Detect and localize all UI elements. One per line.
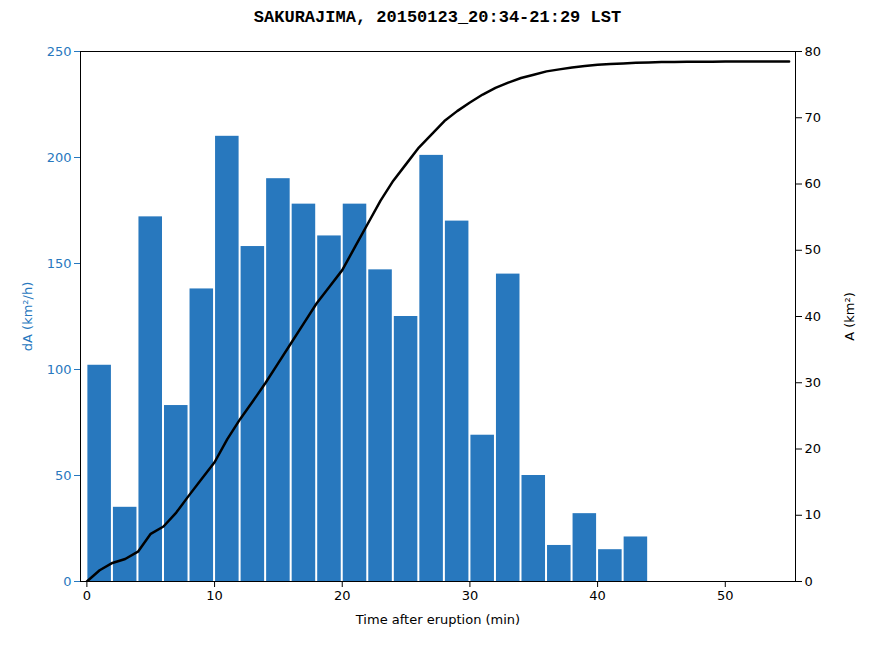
svg-text:20: 20 — [334, 588, 351, 603]
svg-text:Time after eruption (min): Time after eruption (min) — [355, 612, 520, 627]
svg-text:200: 200 — [47, 150, 72, 165]
svg-text:70: 70 — [805, 110, 822, 125]
svg-text:50: 50 — [717, 588, 734, 603]
svg-text:250: 250 — [47, 44, 72, 59]
svg-text:10: 10 — [206, 588, 223, 603]
svg-text:50: 50 — [805, 242, 822, 257]
svg-text:0: 0 — [63, 574, 71, 589]
svg-text:30: 30 — [462, 588, 479, 603]
svg-text:40: 40 — [589, 588, 606, 603]
svg-text:10: 10 — [805, 507, 822, 522]
svg-text:dA (km²/h): dA (km²/h) — [20, 282, 35, 351]
svg-text:40: 40 — [805, 309, 822, 324]
svg-text:0: 0 — [83, 588, 91, 603]
svg-text:30: 30 — [805, 375, 822, 390]
svg-text:20: 20 — [805, 441, 822, 456]
svg-text:50: 50 — [55, 468, 72, 483]
svg-text:100: 100 — [47, 362, 72, 377]
svg-text:60: 60 — [805, 176, 822, 191]
svg-text:150: 150 — [47, 256, 72, 271]
html-text:SAKURAJIMA, 20150123_20:34-21:: SAKURAJIMA, 20150123_20:34-21:29 LST — [253, 8, 622, 27]
svg-text:A (km²): A (km²) — [842, 292, 857, 341]
svg-text:0: 0 — [805, 574, 813, 589]
svg-text:80: 80 — [805, 44, 822, 59]
